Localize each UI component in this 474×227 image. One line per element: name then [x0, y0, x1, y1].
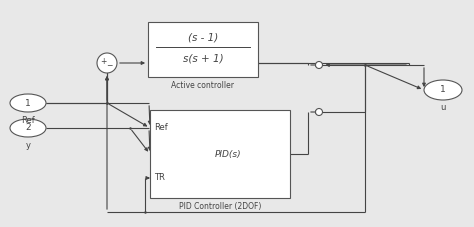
Ellipse shape [316, 109, 322, 116]
Text: s(s + 1): s(s + 1) [182, 54, 223, 64]
Bar [148, 22, 258, 77]
Ellipse shape [97, 53, 117, 73]
Text: u: u [440, 103, 446, 112]
Text: Active controller: Active controller [172, 81, 235, 90]
Ellipse shape [424, 80, 462, 100]
Text: 1: 1 [440, 86, 446, 94]
Text: PID Controller (2DOF): PID Controller (2DOF) [179, 202, 261, 211]
Text: y: y [26, 141, 30, 150]
Ellipse shape [10, 119, 46, 137]
Text: Ref: Ref [154, 123, 168, 133]
Text: −: − [106, 62, 112, 71]
Text: (s - 1): (s - 1) [188, 32, 218, 42]
Ellipse shape [316, 62, 322, 69]
Text: PID(s): PID(s) [215, 150, 241, 158]
Ellipse shape [10, 94, 46, 112]
Text: 2: 2 [25, 123, 31, 133]
Text: Ref: Ref [21, 116, 35, 125]
Text: TR: TR [154, 173, 165, 183]
Text: +: + [100, 57, 106, 66]
Text: 1: 1 [25, 99, 31, 108]
Bar [150, 110, 290, 198]
